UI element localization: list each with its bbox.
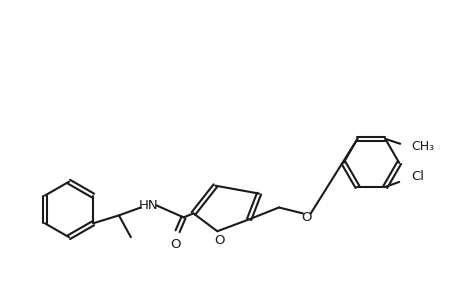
Text: O: O <box>213 234 224 247</box>
Text: CH₃: CH₃ <box>410 140 433 153</box>
Text: Cl: Cl <box>410 170 423 184</box>
Text: O: O <box>301 211 311 224</box>
Text: O: O <box>170 238 180 250</box>
Text: HN: HN <box>139 199 158 212</box>
